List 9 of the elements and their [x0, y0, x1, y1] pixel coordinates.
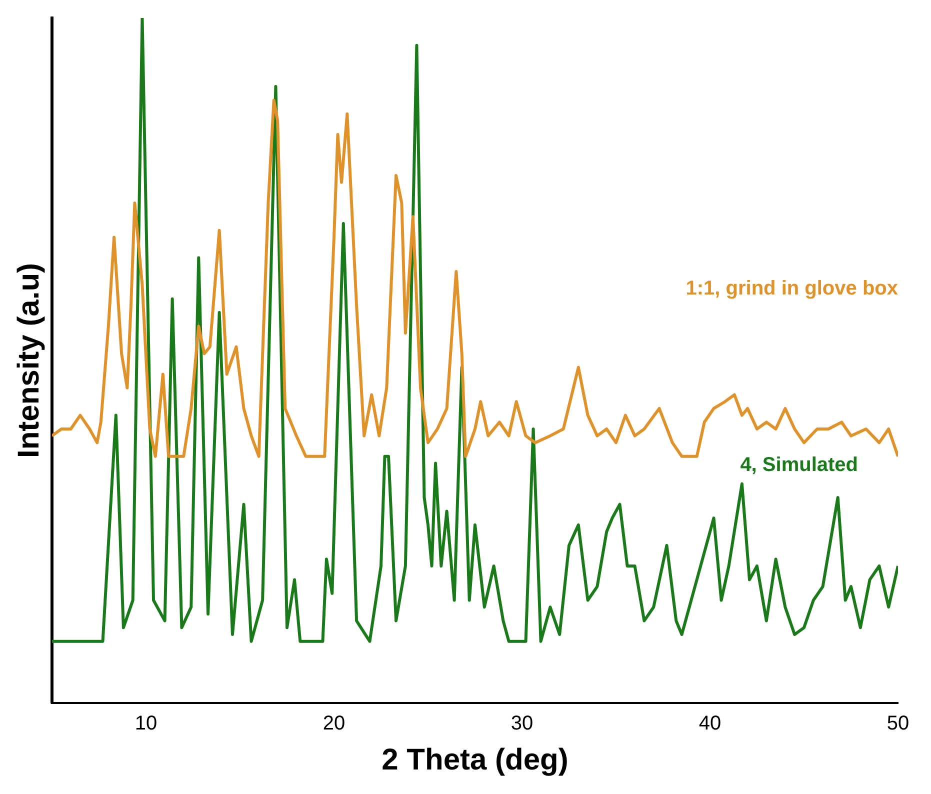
- y-axis-title: Intensity (a.u): [12, 262, 46, 458]
- x-tick-label: 40: [698, 712, 722, 735]
- x-tick-label: 20: [322, 712, 346, 735]
- x-axis-title: 2 Theta (deg): [382, 743, 568, 776]
- x-tick-label: 30: [510, 712, 534, 735]
- series-label: 4, Simulated: [740, 454, 858, 476]
- x-tick-label: 10: [134, 712, 158, 735]
- x-tick-label: 50: [886, 712, 910, 735]
- text: 1:1, grind in glove box: [686, 277, 898, 300]
